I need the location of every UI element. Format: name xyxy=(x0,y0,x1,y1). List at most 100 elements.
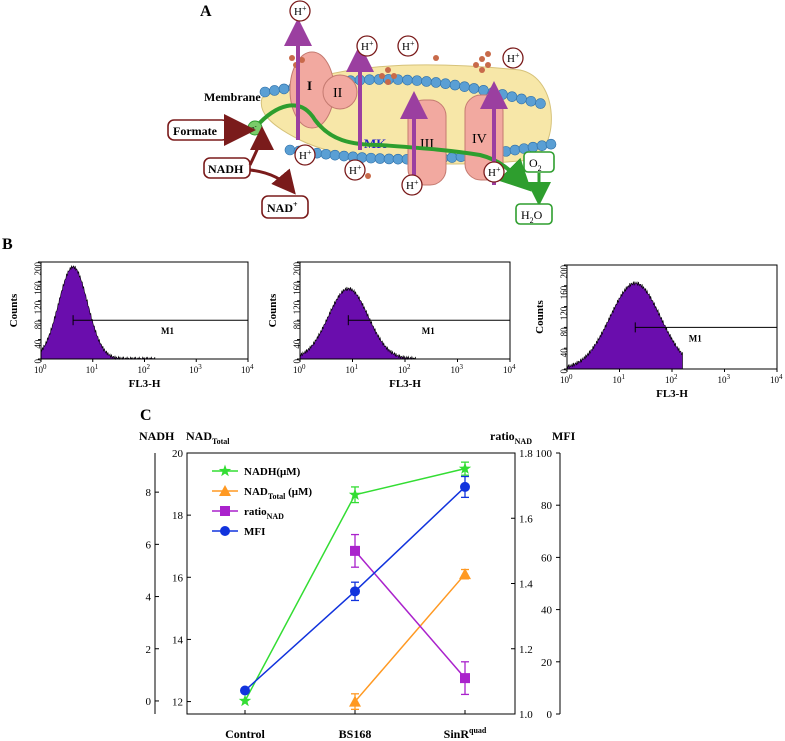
lipid-head xyxy=(364,74,375,85)
nadtotal-tick-label: 12 xyxy=(172,697,183,709)
lipid-head xyxy=(269,85,280,96)
lipid-head xyxy=(411,75,423,86)
category-label: Control xyxy=(225,727,265,741)
lipid-head xyxy=(320,148,332,160)
y-tick-label: 120 xyxy=(559,306,569,320)
x-tick-label: 102 xyxy=(665,373,678,385)
x-tick-label: 102 xyxy=(138,363,151,375)
lipid-head xyxy=(516,93,527,105)
y-tick-label: 40 xyxy=(559,348,569,358)
proton-circle xyxy=(344,159,366,181)
nad-arrow xyxy=(249,168,296,195)
lipid-decorations xyxy=(289,51,491,179)
legend: NADH(μM) NADTotal (μM) ratioNAD MFI xyxy=(212,464,312,538)
proton-circle xyxy=(289,0,311,22)
gate-label: M1 xyxy=(689,333,702,343)
x-tick-label: 103 xyxy=(451,363,464,375)
marker-circle xyxy=(220,526,230,536)
axis-title-nadh: NADH xyxy=(139,429,175,443)
x-axis-label: FL3-H xyxy=(656,388,688,400)
lipid-head xyxy=(374,153,386,164)
proton-label: H+ xyxy=(299,148,312,162)
mfi-tick-label: 40 xyxy=(541,605,553,617)
lipid-head xyxy=(509,144,521,156)
nadh-box xyxy=(203,157,251,179)
y-tick-label: 160 xyxy=(292,281,302,295)
nadtotal-tick-label: 18 xyxy=(172,510,184,522)
marker-square xyxy=(350,545,360,556)
y-tick-label: 200 xyxy=(292,262,302,276)
lipid-head xyxy=(506,91,518,102)
ratio-tick-label: 1.8 xyxy=(519,448,533,460)
histogram-1: M1 0 40 80 120 160 200 Counts 100 101 102 103 104 FL3… xyxy=(8,261,254,390)
nadh-tick-label: 2 xyxy=(146,644,152,656)
proton-label: H+ xyxy=(507,51,520,65)
proton-label: H+ xyxy=(294,4,307,18)
mfi-tick-label: 80 xyxy=(541,500,553,512)
proton-circle xyxy=(483,161,505,183)
marker-triangle xyxy=(349,695,361,707)
x-tick-label: 101 xyxy=(86,363,99,375)
marker-star xyxy=(238,694,252,707)
nadh-tick-label: 6 xyxy=(146,539,152,551)
proton-circle xyxy=(502,47,524,69)
lipid-head xyxy=(430,77,442,88)
histogram-3: M1 0 40 80 120 160 200 Counts 100 101 102 103 104 FL3… xyxy=(534,264,783,400)
x-tick-label: 100 xyxy=(34,363,47,375)
x-tick-label: 104 xyxy=(503,363,516,375)
proton-label: H+ xyxy=(406,178,419,192)
lipid-head xyxy=(459,81,470,92)
mfi-tick-label: 0 xyxy=(547,709,553,721)
lipid-head xyxy=(278,83,290,95)
o2-box xyxy=(523,151,555,173)
x-tick-label: 101 xyxy=(346,363,359,375)
lipid-head xyxy=(535,98,546,109)
marker-star xyxy=(458,462,472,474)
marker-triangle xyxy=(459,568,471,580)
proton-markers: H+ H+ H+ H+ H+ H+ H+ H+ xyxy=(289,0,524,196)
complex-ii-label: II xyxy=(333,86,343,101)
proton-label: H+ xyxy=(402,39,415,53)
y-tick-label: 40 xyxy=(292,339,302,349)
lipid-head xyxy=(446,152,458,163)
panel-label-c: C xyxy=(140,407,152,424)
lipid-head xyxy=(525,95,537,107)
proton-label: H+ xyxy=(488,165,501,179)
lipid-head xyxy=(545,138,557,150)
nadh-tick-label: 0 xyxy=(146,696,152,708)
proton-circle xyxy=(397,35,419,57)
lipid-head xyxy=(536,140,548,151)
h2o-box xyxy=(515,203,553,225)
histogram-2: M1 0 40 80 120 160 200 Counts 100 101 102 103 104 FL3… xyxy=(267,261,516,390)
lipid-head xyxy=(468,83,480,94)
y-tick-label: 160 xyxy=(33,281,43,295)
panel-a: A I II III IV MK e- xyxy=(167,0,557,225)
nad-label: NAD+ xyxy=(267,200,298,215)
y-tick-label: 120 xyxy=(33,300,43,314)
histogram-fill xyxy=(299,286,416,361)
proton-circle xyxy=(294,144,316,166)
y-tick-label: 200 xyxy=(559,265,569,279)
mfi-tick-label: 60 xyxy=(541,552,553,564)
marker-triangle xyxy=(219,485,231,496)
proton-circle xyxy=(356,35,378,57)
y-tick-label: 160 xyxy=(559,285,569,299)
nadtotal-tick-label: 16 xyxy=(172,572,184,584)
x-tick-label: 100 xyxy=(293,363,306,375)
series-star xyxy=(238,461,472,707)
category-label: BS168 xyxy=(339,727,372,741)
marker-star xyxy=(218,464,232,477)
proton-label: H+ xyxy=(361,39,374,53)
o2-label: O2 xyxy=(529,156,542,173)
y-tick-label: 0 xyxy=(559,369,569,374)
lipid-head xyxy=(449,79,461,91)
x-tick-label: 104 xyxy=(770,373,783,385)
proton-label: H+ xyxy=(349,163,362,177)
y-tick-label: 80 xyxy=(559,327,569,337)
formate-label: Formate xyxy=(173,124,218,138)
marker-square xyxy=(220,506,230,516)
gate-label: M1 xyxy=(422,326,435,336)
marker-square xyxy=(460,673,470,684)
axis-title-nadtotal: NADTotal xyxy=(186,429,230,446)
